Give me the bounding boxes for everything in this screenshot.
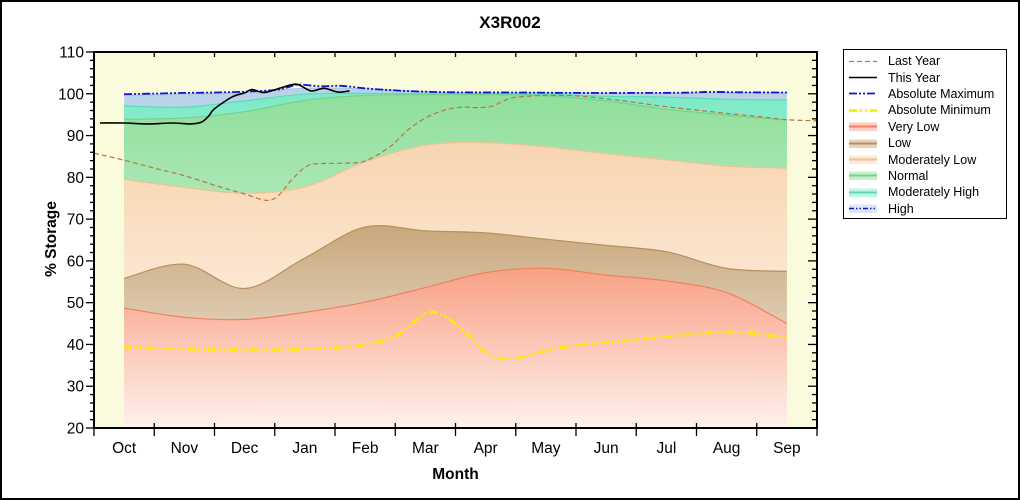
month-label-jan: Jan (292, 440, 317, 457)
legend-label: Normal (888, 168, 929, 183)
y-tick-label: 20 (67, 421, 85, 438)
legend-swatch-absolute-maximum (849, 93, 877, 95)
chart-title: X3R002 (479, 13, 541, 32)
x-tick-labels: Oct Nov Dec Jan Feb Mar Apr May Jun Jul Aug Sep (112, 440, 801, 457)
band-edge-normal (124, 93, 787, 121)
y-tick-label: 60 (67, 253, 85, 270)
x-axis-title: Month (432, 466, 479, 483)
legend-label: This Year (888, 70, 941, 85)
month-label-jun: Jun (594, 440, 619, 457)
month-label-nov: Nov (171, 440, 199, 457)
series-lines (93, 83, 818, 361)
month-label-may: May (531, 440, 561, 457)
line-absolute-maximum (124, 83, 787, 96)
band-edge-moderately-high (124, 92, 787, 108)
legend-item-moderately-low: Moderately Low (844, 151, 1006, 167)
legend-item-moderately-high: Moderately High (844, 184, 1006, 200)
legend-label: High (888, 201, 914, 216)
legend-item-absolute-minimum: Absolute Minimum (844, 102, 1006, 118)
band-edge-low (123, 224, 787, 290)
legend-item-this-year: This Year (844, 69, 1006, 85)
y-tick-label: 30 (67, 379, 85, 396)
legend-item-absolute-maximum: Absolute Maximum (844, 86, 1006, 102)
legend-item-high: High (844, 201, 1006, 217)
month-label-apr: Apr (474, 440, 498, 457)
legend-swatch-moderately-high (849, 188, 877, 197)
y-tick-label: 80 (67, 170, 85, 187)
legend-item-normal: Normal (844, 168, 1006, 184)
y-tick-labels: 20 30 40 50 60 70 80 90 100 110 (58, 45, 84, 438)
month-label-mar: Mar (412, 440, 439, 457)
band-edge-very-low (124, 267, 788, 325)
legend-label: Very Low (888, 119, 940, 134)
legend-label: Moderately Low (888, 152, 977, 167)
month-label-oct: Oct (112, 440, 137, 457)
legend-label: Last Year (888, 54, 941, 69)
legend-item-very-low: Very Low (844, 119, 1006, 135)
legend-swatch-this-year (849, 76, 877, 79)
legend: Last Year This Year Absolute Maximum Absolu… (843, 49, 1007, 219)
legend-swatch-moderately-low (849, 155, 877, 165)
y-axis-title: % Storage (43, 201, 60, 277)
legend-label: Low (888, 136, 911, 151)
legend-swatch-normal (849, 171, 877, 181)
legend-label: Absolute Minimum (888, 103, 991, 118)
axis-ticks (86, 51, 818, 436)
legend-label: Moderately High (888, 185, 980, 200)
y-tick-label: 70 (67, 212, 85, 229)
line-last-year (93, 94, 818, 201)
month-label-sep: Sep (773, 440, 801, 457)
month-label-jul: Jul (656, 440, 676, 457)
legend-swatch-low (849, 139, 877, 148)
month-label-feb: Feb (352, 440, 379, 457)
legend-item-last-year: Last Year (844, 53, 1006, 69)
legend-label: Absolute Maximum (888, 86, 995, 101)
legend-swatch-absolute-minimum (849, 108, 877, 112)
month-label-aug: Aug (713, 440, 741, 457)
y-tick-label: 100 (58, 86, 84, 103)
line-absolute-minimum (124, 310, 788, 361)
y-tick-label: 90 (67, 128, 85, 145)
legend-item-low: Low (844, 135, 1006, 151)
legend-swatch-last-year (849, 60, 877, 62)
y-tick-label: 110 (59, 45, 84, 62)
y-tick-label: 50 (67, 295, 85, 312)
month-label-dec: Dec (231, 440, 259, 457)
legend-swatch-very-low (849, 122, 877, 132)
legend-swatch-high (849, 204, 877, 214)
band-very-low (124, 268, 787, 428)
percentile-bands (123, 87, 788, 429)
line-this-year (99, 83, 350, 125)
y-tick-label: 40 (67, 337, 85, 354)
